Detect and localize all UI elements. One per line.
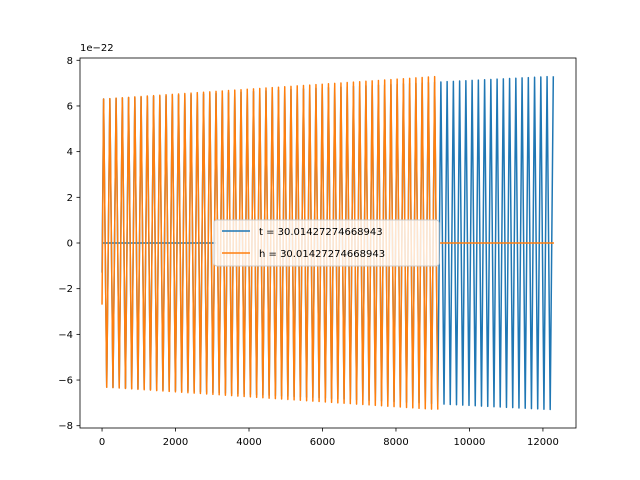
x-tick-label: 10000 — [454, 437, 486, 448]
x-tick-label: 2000 — [163, 437, 188, 448]
legend-box — [213, 219, 440, 267]
x-tick-label: 6000 — [310, 437, 335, 448]
legend-label-t: t = 30.01427274668943 — [259, 227, 383, 238]
y-tick-label: −2 — [58, 284, 73, 295]
y-tick-label: −6 — [58, 376, 73, 387]
y-tick-label: −4 — [58, 330, 73, 341]
series-line-h — [101, 75, 439, 410]
y-tick-label: 2 — [67, 193, 73, 204]
y-tick-label: 4 — [67, 147, 73, 158]
y-offset-label: 1e−22 — [80, 43, 114, 54]
y-tick-label: −8 — [58, 421, 73, 432]
x-tick-label: 12000 — [527, 437, 559, 448]
y-tick-label: 0 — [67, 239, 73, 250]
legend: t = 30.01427274668943 h = 30.01427274668… — [213, 219, 440, 267]
y-tick-label: 8 — [67, 56, 73, 67]
legend-label-h: h = 30.01427274668943 — [259, 249, 385, 260]
y-axis: −8 −6 −4 −2 0 2 4 6 8 — [58, 56, 80, 432]
y-tick-label: 6 — [67, 101, 73, 112]
x-tick-label: 4000 — [236, 437, 261, 448]
x-axis: 0 2000 4000 6000 8000 10000 12000 — [99, 428, 559, 448]
x-tick-label: 8000 — [383, 437, 408, 448]
x-tick-label: 0 — [99, 437, 105, 448]
